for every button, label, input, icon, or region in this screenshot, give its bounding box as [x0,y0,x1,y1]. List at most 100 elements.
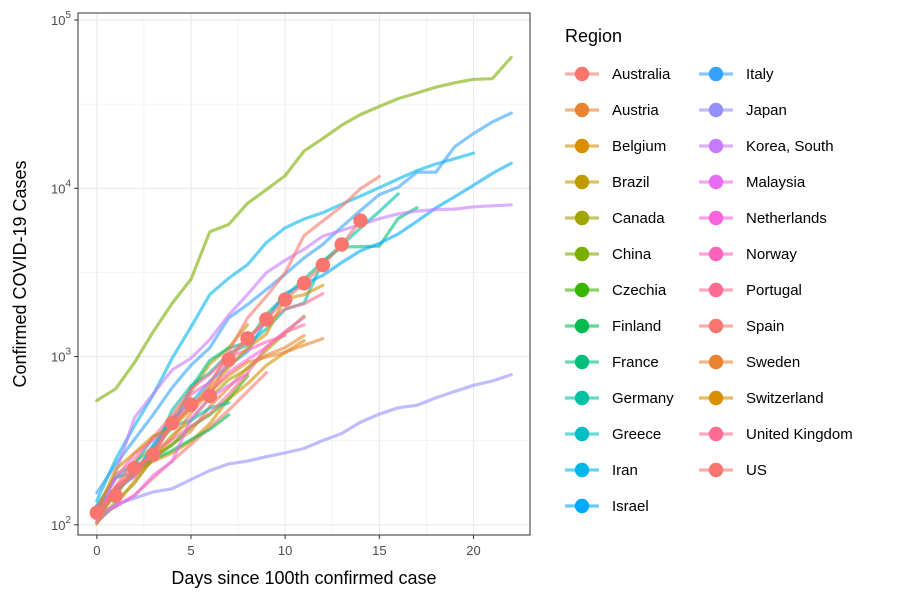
legend-item-switzerland: Switzerland [699,390,824,407]
marker-layer [89,213,368,520]
legend-item-china: China [565,246,652,263]
us-point [240,331,255,346]
legend-key-point [574,318,590,334]
legend-key-point [574,102,590,118]
us-point [353,213,368,228]
legend-key-point [574,426,590,442]
legend-key-point [574,282,590,298]
legend-key-point [708,66,724,82]
y-tick-label: 103 [51,347,71,365]
legend-key-point [708,462,724,478]
legend-item-austria: Austria [565,102,659,119]
legend-item-canada: Canada [565,210,665,227]
legend-label: France [612,354,659,371]
y-tick-label: 102 [51,515,71,533]
legend-item-germany: Germany [565,390,674,407]
series-line-korea-south [95,203,513,524]
legend-key-point [574,390,590,406]
legend-item-netherlands: Netherlands [699,210,827,227]
us-point [221,352,236,367]
legend-label: Netherlands [746,210,827,227]
legend-label: Belgium [612,138,666,155]
legend-label: Austria [612,102,659,119]
legend-key-point [708,174,724,190]
legend-item-france: France [565,354,659,371]
legend-item-japan: Japan [699,102,787,119]
series-line-malaysia [95,372,250,515]
legend-label: Japan [746,102,787,119]
legend-label: Switzerland [746,390,824,407]
legend-key-point [574,462,590,478]
legend-item-israel: Israel [565,498,649,515]
legend-label: Spain [746,318,784,335]
us-point [334,237,349,252]
legend-label: Norway [746,246,797,263]
legend-label: Malaysia [746,174,806,191]
x-tick-label: 20 [466,543,480,558]
legend-key-point [574,498,590,514]
legend-item-sweden: Sweden [699,354,800,371]
legend-item-malaysia: Malaysia [699,174,806,191]
legend-label: Brazil [612,174,650,191]
y-tick-label: 105 [51,10,71,28]
legend-key-point [574,66,590,82]
legend-label: Greece [612,426,661,443]
legend-label: Israel [612,498,649,515]
y-axis-ticks: 102 103 104 105 [51,10,78,533]
us-point [277,292,293,307]
legend: Region Australia Austria Belgium Brazil Cana… [565,26,853,515]
us-point [183,397,199,412]
legend-key-point [574,246,590,262]
legend-item-spain: Spain [699,318,784,335]
legend-label: Canada [612,210,665,227]
legend-item-us: US [699,462,767,479]
series-line-china [95,55,513,403]
x-tick-label: 15 [372,543,386,558]
legend-label: Germany [612,390,674,407]
legend-key-point [708,282,724,298]
legend-item-brazil: Brazil [565,174,650,191]
legend-key-point [708,354,724,370]
legend-key-point [708,102,724,118]
us-point [259,312,274,327]
legend-label: Finland [612,318,661,335]
legend-item-czechia: Czechia [565,282,667,299]
legend-item-portugal: Portugal [699,282,802,299]
legend-label: Australia [612,66,671,83]
x-tick-label: 10 [278,543,292,558]
legend-key-point [708,390,724,406]
legend-label: China [612,246,652,263]
legend-label: Portugal [746,282,802,299]
us-point [202,388,218,404]
us-point [127,461,142,476]
legend-item-united-kingdom: United Kingdom [699,426,853,443]
legend-label: Korea, South [746,138,834,155]
legend-item-finland: Finland [565,318,661,335]
legend-label: Italy [746,66,774,83]
us-point [89,505,105,520]
x-tick-label: 0 [93,543,100,558]
legend-key-point [574,354,590,370]
us-point [164,415,180,431]
us-point [296,276,312,291]
series-layer [95,55,513,526]
legend-item-italy: Italy [699,66,774,83]
legend-item-belgium: Belgium [565,138,666,155]
legend-label: US [746,462,767,479]
series-line-portugal [95,292,325,519]
legend-label: Iran [612,462,638,479]
legend-key-point [574,174,590,190]
plot-border [77,12,531,536]
legend-key-point [708,210,724,226]
legend-title: Region [565,26,622,46]
x-axis-ticks: 0 5 10 15 20 [93,535,481,558]
us-point [146,447,161,462]
x-axis-title: Days since 100th confirmed case [171,568,436,588]
x-tick-label: 5 [187,543,194,558]
legend-key-point [708,246,724,262]
legend-item-iran: Iran [565,462,638,479]
series-line-japan [95,373,513,523]
legend-label: Czechia [612,282,667,299]
